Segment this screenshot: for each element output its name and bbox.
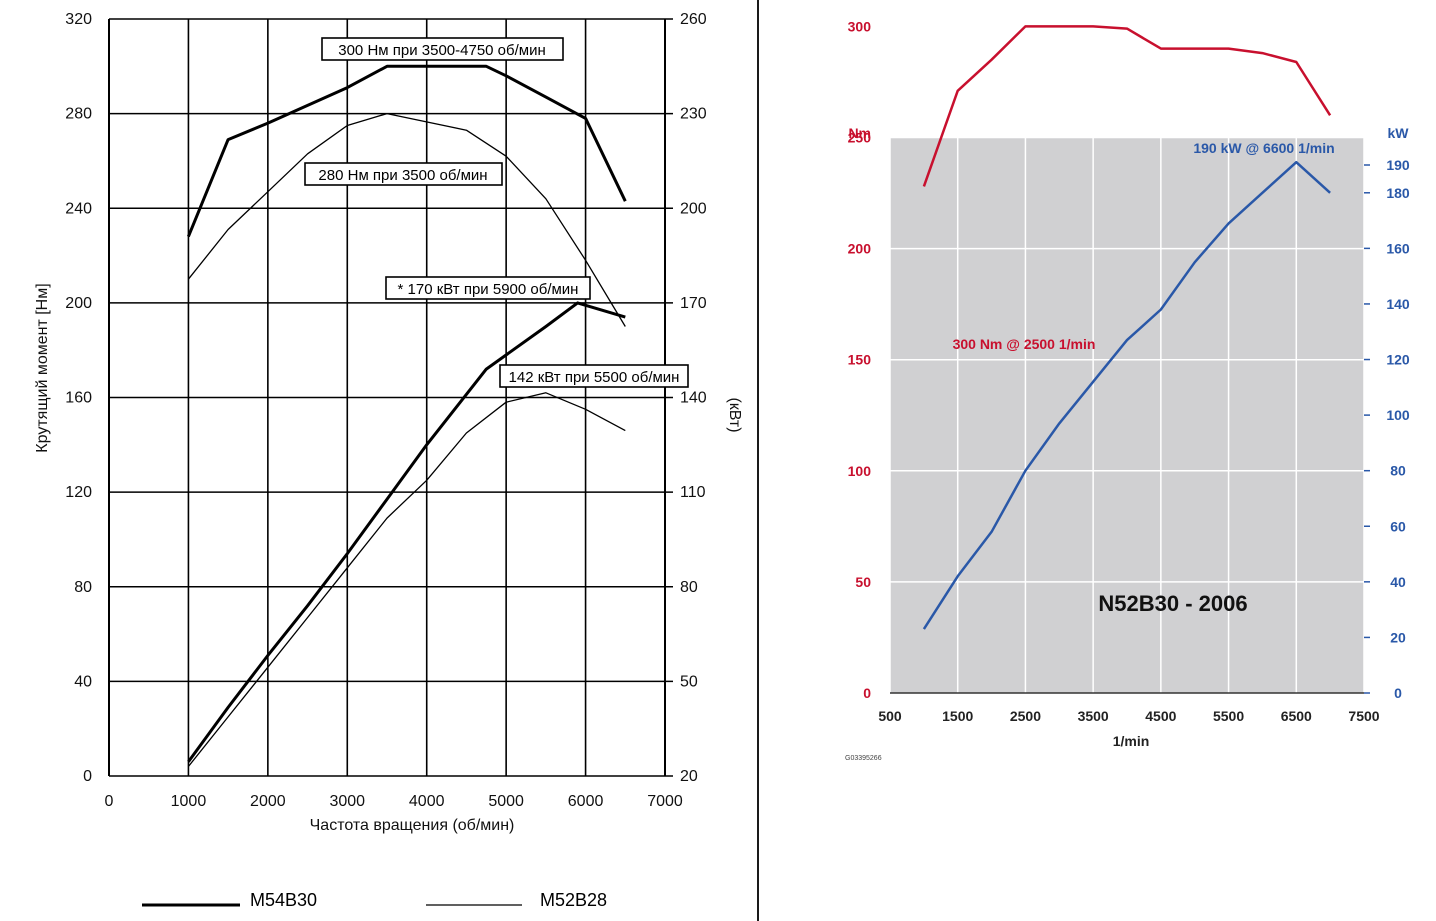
annotation-torque: 300 Nm @ 2500 1/min — [953, 336, 1096, 352]
y2-tick-label: 50 — [680, 673, 698, 690]
y2-tick-label: 260 — [680, 11, 707, 28]
y2-tick-label: 60 — [1390, 518, 1406, 534]
series-line-kW — [922, 160, 1331, 630]
x-tick-label: 0 — [105, 793, 114, 810]
x-tick-label: 5000 — [488, 793, 524, 810]
plot-area — [890, 137, 1364, 693]
y-tick-label: 0 — [83, 768, 92, 785]
y-tick-label: 150 — [848, 352, 872, 368]
y2-tick-label: 80 — [1390, 463, 1406, 479]
y-tick-label: 40 — [74, 673, 92, 690]
y-tick-label: 200 — [848, 241, 872, 257]
y2-axis-unit-kw: kW — [1388, 125, 1410, 141]
annotation-m54-power: * 170 кВт при 5900 об/мин — [398, 281, 579, 298]
y-tick-label: 120 — [65, 484, 92, 501]
series-line-0 — [187, 64, 627, 238]
y2-tick-label: 20 — [680, 768, 698, 785]
y2-tick-label: 200 — [680, 200, 707, 217]
y2-tick-label: 110 — [680, 484, 706, 501]
series-line-1 — [187, 112, 626, 327]
y2-tick-label: 160 — [1386, 240, 1410, 256]
y-tick-label: 0 — [863, 685, 871, 701]
x-axis-label: Частота вращения (об/мин) — [310, 817, 515, 834]
x-tick-label: 500 — [878, 708, 902, 724]
x-tick-label: 7500 — [1348, 708, 1379, 724]
y-axis-unit-nm: Nm — [848, 125, 871, 141]
left-chart: 0 1000 2000 3000 4000 5000 6000 7000 0 40 80 120 16… — [34, 11, 743, 910]
y2-tick-label: 20 — [1390, 629, 1406, 645]
series-line-3 — [187, 392, 626, 767]
y-tick-label: 240 — [65, 200, 92, 217]
y-tick-label: 280 — [65, 106, 92, 123]
legend-label-m54b30: M54B30 — [250, 890, 317, 910]
y2-tick-label: 40 — [1390, 574, 1406, 590]
x-tick-label: 5500 — [1213, 708, 1244, 724]
y2-tick-label: 0 — [1394, 685, 1402, 701]
x-tick-label: 1000 — [171, 793, 207, 810]
x-axis-label: 1/min — [1113, 733, 1150, 749]
x-tick-label: 6500 — [1281, 708, 1312, 724]
x-tick-label: 7000 — [647, 793, 683, 810]
chart-title: N52B30 - 2006 — [1098, 591, 1247, 616]
x-tick-label: 4500 — [1145, 708, 1176, 724]
y-axis-label: Крутящий момент [Нм] — [34, 283, 51, 452]
annotation-m52-power: 142 кВт при 5500 об/мин — [509, 369, 680, 386]
y-tick-label: 300 — [848, 18, 872, 34]
y2-tick-label: 140 — [1386, 296, 1410, 312]
x-tick-label: 3500 — [1078, 708, 1109, 724]
y-tick-label: 250 — [848, 130, 872, 146]
x-tick-label: 6000 — [568, 793, 604, 810]
y2-tick-label: 120 — [1386, 352, 1410, 368]
y2-axis-label: (кВт) — [726, 397, 743, 432]
x-tick-label: 1500 — [942, 708, 973, 724]
annotation-power: 190 kW @ 6600 1/min — [1193, 140, 1334, 156]
footnote-code: G03395266 — [845, 755, 882, 762]
y-tick-label: 160 — [65, 390, 92, 407]
annotation-m52-torque: 280 Нм при 3500 об/мин — [318, 167, 487, 184]
series-line-Nm — [922, 25, 1332, 187]
y2-tick-label: 230 — [680, 106, 707, 123]
legend-label-m52b28: M52B28 — [540, 890, 607, 910]
x-tick-label: 2500 — [1010, 708, 1041, 724]
x-tick-label: 3000 — [329, 793, 365, 810]
series-line-2 — [187, 301, 626, 763]
y2-tick-label: 180 — [1386, 185, 1410, 201]
y-tick-label: 320 — [65, 11, 92, 28]
y2-tick-label: 100 — [1386, 407, 1410, 423]
y-tick-label: 50 — [855, 574, 871, 590]
x-tick-label: 2000 — [250, 793, 286, 810]
y-tick-label: 80 — [74, 579, 92, 596]
y2-tick-label: 140 — [680, 390, 707, 407]
y2-tick-label: 190 — [1386, 157, 1410, 173]
y2-tick-label: 80 — [680, 579, 698, 596]
y-tick-label: 100 — [848, 463, 872, 479]
y2-tick-label: 170 — [680, 295, 707, 312]
x-tick-label: 4000 — [409, 793, 445, 810]
panel-divider — [757, 0, 759, 921]
y-tick-label: 200 — [65, 295, 92, 312]
annotation-m54-torque: 300 Нм при 3500-4750 об/мин — [338, 42, 546, 59]
